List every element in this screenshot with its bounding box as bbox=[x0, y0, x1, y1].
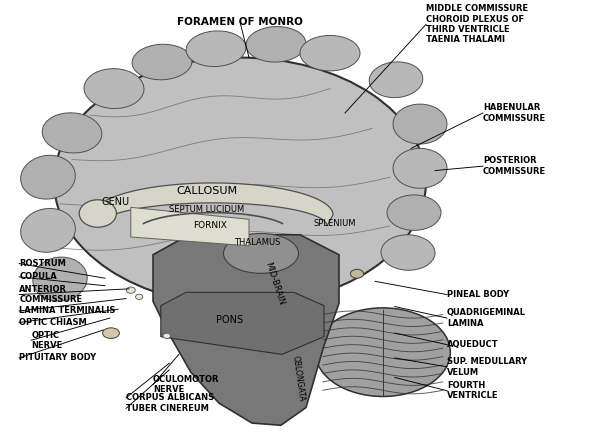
Ellipse shape bbox=[84, 69, 144, 109]
Ellipse shape bbox=[381, 235, 435, 270]
PathPatch shape bbox=[131, 207, 249, 246]
Ellipse shape bbox=[387, 195, 441, 230]
Ellipse shape bbox=[54, 58, 426, 306]
Text: FORAMEN OF MONRO: FORAMEN OF MONRO bbox=[177, 17, 303, 27]
Text: LAMINA TERMINALIS: LAMINA TERMINALIS bbox=[19, 307, 116, 315]
Ellipse shape bbox=[393, 148, 447, 188]
Text: PONS: PONS bbox=[215, 315, 243, 325]
PathPatch shape bbox=[153, 235, 339, 425]
Text: ANTERIOR
COMMISSURE: ANTERIOR COMMISSURE bbox=[19, 285, 82, 304]
PathPatch shape bbox=[161, 292, 324, 354]
Text: MID-BRAIN: MID-BRAIN bbox=[263, 261, 286, 306]
Text: PITUITARY BODY: PITUITARY BODY bbox=[19, 354, 97, 362]
Ellipse shape bbox=[103, 328, 119, 338]
Text: ROSTRUM: ROSTRUM bbox=[19, 259, 66, 268]
Text: MIDDLE COMMISSURE
CHOROID PLEXUS OF
THIRD VENTRICLE
TAENIA THALAMI: MIDDLE COMMISSURE CHOROID PLEXUS OF THIR… bbox=[426, 4, 528, 44]
Ellipse shape bbox=[20, 209, 76, 252]
Text: FOURTH
VENTRICLE: FOURTH VENTRICLE bbox=[447, 381, 499, 400]
Ellipse shape bbox=[300, 35, 360, 71]
Text: OCULOMOTOR
NERVE: OCULOMOTOR NERVE bbox=[153, 375, 220, 394]
Text: OPTIC
NERVE: OPTIC NERVE bbox=[31, 330, 62, 350]
Text: POSTERIOR
COMMISSURE: POSTERIOR COMMISSURE bbox=[483, 156, 546, 176]
Ellipse shape bbox=[136, 294, 143, 299]
Text: GENU: GENU bbox=[102, 197, 130, 206]
Text: FORNIX: FORNIX bbox=[193, 221, 227, 229]
Ellipse shape bbox=[127, 287, 136, 293]
Text: OPTIC CHIASM: OPTIC CHIASM bbox=[19, 318, 87, 327]
Text: COPULA: COPULA bbox=[19, 272, 57, 281]
Text: TUBER CINEREUM: TUBER CINEREUM bbox=[126, 404, 209, 413]
Ellipse shape bbox=[20, 155, 76, 199]
PathPatch shape bbox=[93, 183, 333, 226]
Text: QUADRIGEMINAL
LAMINA: QUADRIGEMINAL LAMINA bbox=[447, 308, 526, 328]
Text: SEPTUM LUCIDUM: SEPTUM LUCIDUM bbox=[169, 205, 245, 214]
Text: SUP. MEDULLARY
VELUM: SUP. MEDULLARY VELUM bbox=[447, 357, 527, 377]
Text: CORPUS ALBICANS: CORPUS ALBICANS bbox=[126, 393, 214, 402]
Ellipse shape bbox=[79, 200, 116, 227]
Ellipse shape bbox=[186, 31, 246, 66]
Ellipse shape bbox=[369, 62, 423, 97]
Ellipse shape bbox=[350, 269, 364, 278]
Ellipse shape bbox=[132, 44, 192, 80]
Ellipse shape bbox=[393, 104, 447, 144]
Ellipse shape bbox=[246, 27, 306, 62]
Text: PINEAL BODY: PINEAL BODY bbox=[447, 290, 509, 299]
Text: AQUEDUCT: AQUEDUCT bbox=[447, 340, 499, 349]
Text: THALAMUS: THALAMUS bbox=[233, 238, 280, 247]
Text: OBLONGATA: OBLONGATA bbox=[291, 355, 307, 402]
Text: CALLOSUM: CALLOSUM bbox=[176, 187, 238, 196]
Ellipse shape bbox=[316, 308, 450, 396]
Ellipse shape bbox=[33, 257, 87, 301]
Ellipse shape bbox=[223, 233, 299, 273]
Ellipse shape bbox=[163, 333, 171, 338]
Ellipse shape bbox=[42, 113, 102, 153]
Text: HABENULAR
COMMISSURE: HABENULAR COMMISSURE bbox=[483, 103, 546, 123]
Text: SPLENIUM: SPLENIUM bbox=[314, 219, 356, 228]
